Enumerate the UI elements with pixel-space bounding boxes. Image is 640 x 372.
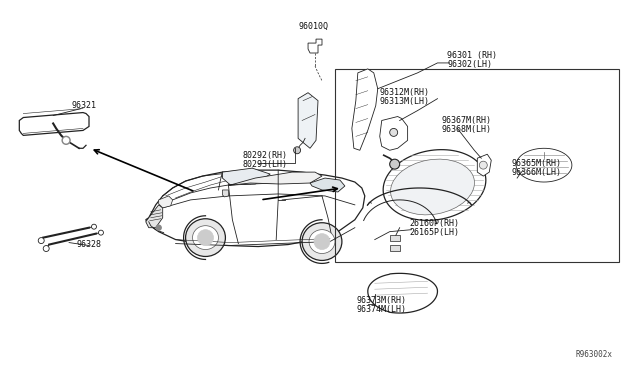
Text: 96321: 96321 xyxy=(71,100,96,110)
Polygon shape xyxy=(380,116,408,150)
Polygon shape xyxy=(159,196,173,208)
Text: 96368M(LH): 96368M(LH) xyxy=(442,125,492,134)
Polygon shape xyxy=(516,148,572,182)
Text: 96366M(LH): 96366M(LH) xyxy=(511,168,561,177)
Text: 96374M(LH): 96374M(LH) xyxy=(357,305,407,314)
Polygon shape xyxy=(146,170,365,247)
Polygon shape xyxy=(146,205,163,228)
Circle shape xyxy=(390,128,397,137)
Text: 96010Q: 96010Q xyxy=(298,22,328,31)
Polygon shape xyxy=(310,178,345,192)
Text: 96367M(RH): 96367M(RH) xyxy=(442,116,492,125)
Circle shape xyxy=(314,234,330,250)
Bar xyxy=(390,235,399,241)
Polygon shape xyxy=(352,69,378,150)
Text: 96365M(RH): 96365M(RH) xyxy=(511,159,561,168)
Circle shape xyxy=(99,230,104,235)
Text: 80292(RH): 80292(RH) xyxy=(243,151,287,160)
Circle shape xyxy=(156,225,161,230)
Circle shape xyxy=(63,138,68,143)
Circle shape xyxy=(92,224,97,229)
Text: 96328: 96328 xyxy=(76,240,101,248)
Text: 26160P(RH): 26160P(RH) xyxy=(410,219,460,228)
Polygon shape xyxy=(477,154,492,176)
Circle shape xyxy=(44,246,49,251)
Ellipse shape xyxy=(193,226,218,250)
Polygon shape xyxy=(223,190,228,197)
Text: 96312M(RH): 96312M(RH) xyxy=(380,88,429,97)
Ellipse shape xyxy=(390,159,474,215)
Text: 80293(LH): 80293(LH) xyxy=(243,160,287,169)
Polygon shape xyxy=(308,39,322,53)
Ellipse shape xyxy=(186,219,225,256)
Text: R963002x: R963002x xyxy=(576,350,613,359)
Text: 96301 (RH): 96301 (RH) xyxy=(447,51,497,60)
Polygon shape xyxy=(383,150,486,220)
Polygon shape xyxy=(19,113,89,135)
Polygon shape xyxy=(223,168,270,185)
Circle shape xyxy=(38,238,44,244)
Ellipse shape xyxy=(309,230,335,253)
Circle shape xyxy=(390,159,399,169)
Polygon shape xyxy=(298,93,318,148)
Polygon shape xyxy=(368,273,438,313)
Text: 96313M(LH): 96313M(LH) xyxy=(380,97,429,106)
Text: 96373M(RH): 96373M(RH) xyxy=(357,296,407,305)
Circle shape xyxy=(62,137,70,144)
Bar xyxy=(335,69,619,262)
Text: 26165P(LH): 26165P(LH) xyxy=(410,228,460,237)
Text: 96302(LH): 96302(LH) xyxy=(447,60,492,69)
Circle shape xyxy=(479,161,487,169)
Ellipse shape xyxy=(302,223,342,260)
Circle shape xyxy=(198,230,214,246)
Bar xyxy=(390,244,399,250)
Circle shape xyxy=(294,147,301,154)
Polygon shape xyxy=(228,172,322,185)
